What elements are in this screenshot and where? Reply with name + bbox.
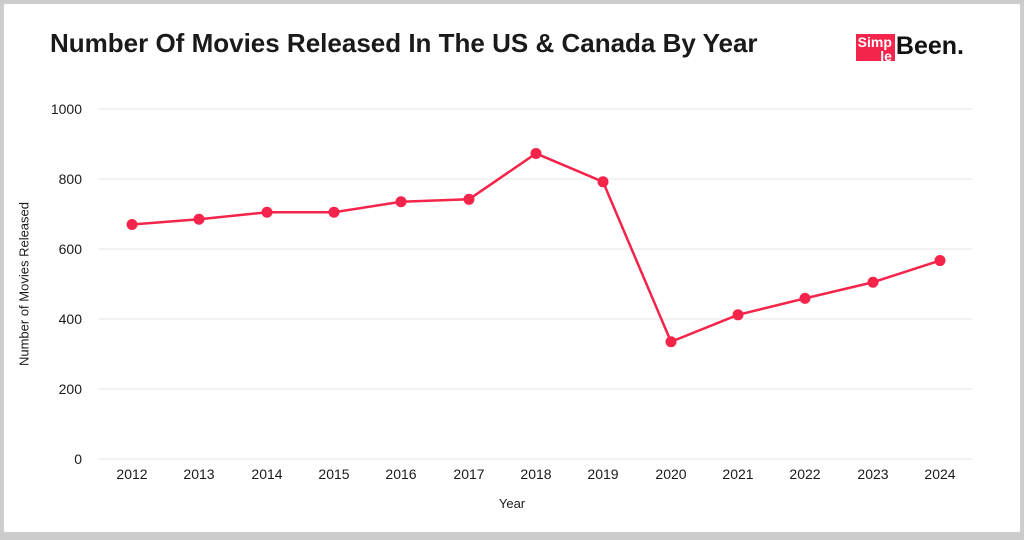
svg-text:2015: 2015	[318, 466, 349, 482]
svg-text:2024: 2024	[924, 466, 955, 482]
svg-text:1000: 1000	[51, 101, 82, 117]
svg-text:2016: 2016	[385, 466, 416, 482]
svg-text:2012: 2012	[116, 466, 147, 482]
svg-text:2021: 2021	[722, 466, 753, 482]
svg-text:2020: 2020	[655, 466, 686, 482]
svg-text:2019: 2019	[587, 466, 618, 482]
svg-text:2022: 2022	[789, 466, 820, 482]
svg-text:200: 200	[59, 381, 83, 397]
svg-text:0: 0	[74, 451, 82, 467]
svg-text:800: 800	[59, 171, 83, 187]
svg-text:2023: 2023	[857, 466, 888, 482]
svg-text:2013: 2013	[183, 466, 214, 482]
svg-text:600: 600	[59, 241, 83, 257]
svg-text:2017: 2017	[453, 466, 484, 482]
svg-text:400: 400	[59, 311, 83, 327]
svg-text:2014: 2014	[251, 466, 282, 482]
svg-text:2018: 2018	[520, 466, 551, 482]
